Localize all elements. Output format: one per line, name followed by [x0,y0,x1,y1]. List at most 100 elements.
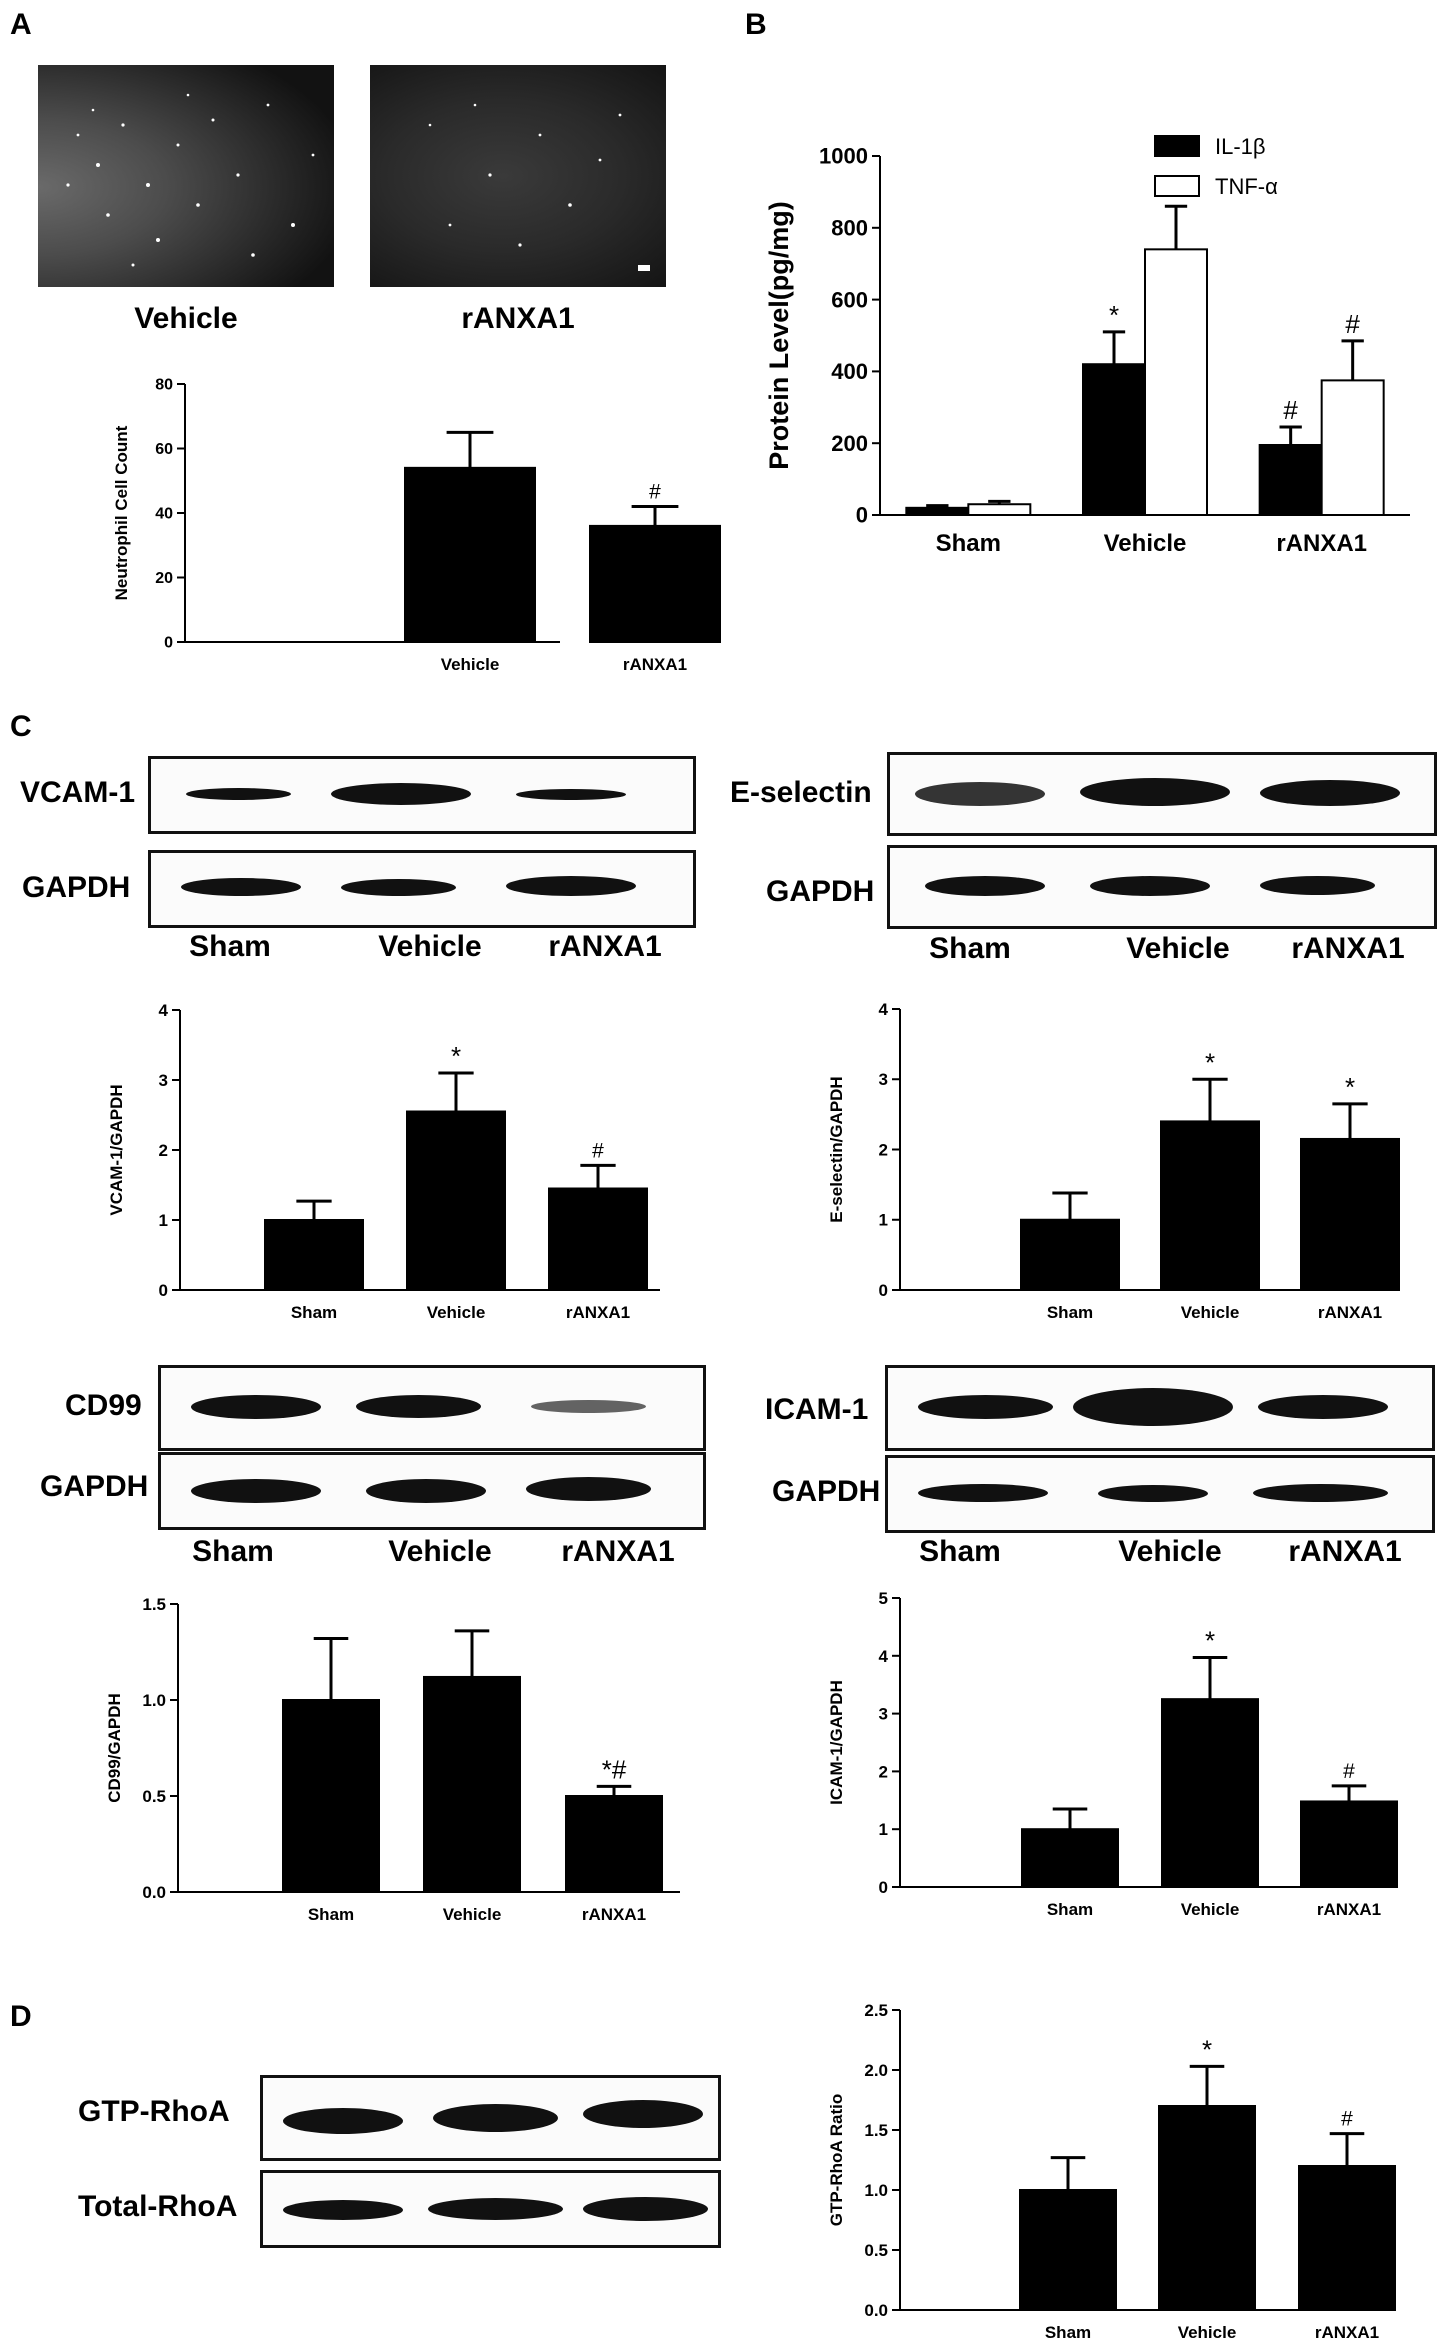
lane-label: Sham [929,932,1011,965]
y-tick-label: 2.0 [864,2061,888,2080]
bar [1300,1800,1398,1888]
significance-marker: * [1202,2034,1212,2064]
bar [1158,2105,1256,2311]
significance-marker: # [649,481,661,504]
x-tick-label: rANXA1 [1276,530,1367,557]
micrograph-vehicle-label: Vehicle [134,302,238,335]
x-tick-label: Sham [936,530,1001,557]
x-tick-label: Vehicle [427,1303,486,1322]
blot-label-total-rhoa: Total-RhoA [78,2190,238,2223]
chart-cd99-gapdh: 0.0 0.5 1.0 1.5 CD99/GAPDH Sham Vehicle *# rANXA… [105,1595,680,1924]
panel-label-a: A [10,8,32,41]
y-tick-label: 3 [879,1705,888,1724]
blot-total-rhoa [260,2170,721,2248]
y-tick-label: 60 [155,441,173,458]
significance-marker: # [1345,309,1360,339]
x-tick-label: Vehicle [1178,2323,1237,2342]
bar [548,1187,648,1291]
blot-gtp-rhoa [260,2075,721,2161]
y-tick-label: 0.0 [142,1883,166,1902]
bar [406,1110,506,1291]
y-axis-title: CD99/GAPDH [105,1693,124,1803]
lane-label: Vehicle [1126,932,1230,965]
y-tick-label: 0 [879,1281,888,1300]
y-axis-title: E-selectin/GAPDH [827,1076,846,1222]
bar [589,524,721,643]
bar [404,466,536,643]
lane-label: rANXA1 [561,1535,675,1568]
x-tick-label: Vehicle [443,1905,502,1924]
y-tick-label: 1 [159,1211,168,1230]
lane-label: rANXA1 [1291,932,1405,965]
significance-marker: * [451,1041,461,1071]
chart-vcam-gapdh: 0 1 2 3 4 VCAM-1/GAPDH Sham * Vehicle # rANXA1 [107,1001,660,1322]
chart-eselectin-gapdh: 0 1 2 3 4 E-selectin/GAPDH Sham * Vehicle * rANXA1 [827,1000,1400,1322]
x-tick-label: Vehicle [441,655,500,674]
x-tick-label: Vehicle [1104,530,1187,557]
bar [1021,1828,1119,1888]
bar [1161,1698,1259,1889]
x-tick-label: Sham [308,1905,354,1924]
y-tick-label: 5 [879,1589,888,1608]
y-tick-label: 400 [831,359,868,384]
lane-label: Vehicle [388,1535,492,1568]
y-tick-label: 80 [155,377,173,394]
micrograph-ranxa1 [370,65,666,287]
y-tick-label: 1 [879,1211,888,1230]
y-tick-label: 2 [159,1141,168,1160]
bar [264,1219,364,1291]
y-tick-label: 2 [879,1762,888,1781]
x-tick-label: Sham [1047,1900,1093,1919]
significance-marker: # [592,1139,604,1162]
y-tick-label: 2 [879,1140,888,1159]
y-tick-label: 1.5 [864,2121,888,2140]
blot-label-vcam: VCAM-1 [20,776,136,809]
y-tick-label: 0 [159,1281,168,1300]
y-tick-label: 0 [879,1878,888,1897]
blot-cd99-gapdh [158,1452,706,1530]
significance-marker: # [1341,2108,1353,2131]
micrograph-ranxa1-label: rANXA1 [461,302,575,335]
y-tick-label: 3 [159,1071,168,1090]
panel-label-d: D [10,2000,32,2033]
x-tick-label: rANXA1 [582,1905,646,1924]
chart-neutrophil-count: 0 20 40 60 80 Neutrophil Cell Count Vehicle # rA… [112,377,721,674]
lane-label: Vehicle [378,930,482,963]
y-tick-label: 1.0 [864,2181,888,2200]
bar [905,506,970,517]
blot-label-vcam-gapdh: GAPDH [22,871,131,904]
y-axis-title: Protein Level(pg/mg) [764,201,794,470]
y-tick-label: 1 [879,1820,888,1839]
x-tick-label: rANXA1 [1315,2323,1379,2342]
x-tick-label: rANXA1 [623,655,687,674]
y-tick-label: 3 [879,1070,888,1089]
blot-eselectin [887,752,1437,836]
panel-label-c: C [10,710,32,743]
bar [1320,379,1385,516]
bar [1020,1218,1120,1291]
blot-cd99 [158,1365,706,1451]
y-tick-label: 20 [155,570,173,587]
x-tick-label: Sham [1045,2323,1091,2342]
y-tick-label: 4 [159,1001,169,1020]
blot-eselectin-gapdh [887,845,1437,929]
blot-vcam [148,756,696,834]
legend-label: TNF-α [1215,174,1278,199]
blot-label-eselectin-gapdh: GAPDH [766,875,875,908]
y-tick-label: 200 [831,431,868,456]
blot-vcam-gapdh [148,850,696,928]
lane-label: rANXA1 [548,930,662,963]
y-tick-label: 0 [164,635,173,652]
lane-label: Sham [189,930,271,963]
micrograph-ranxa1-speckle [428,103,650,271]
lane-label: rANXA1 [1288,1535,1402,1568]
y-tick-label: 0.0 [864,2301,888,2320]
blot-label-icam-gapdh: GAPDH [772,1475,881,1508]
y-axis-title: VCAM-1/GAPDH [107,1084,126,1215]
blot-icam-gapdh [885,1455,1435,1533]
micrograph-vehicle [38,65,334,287]
legend-swatch [1154,135,1200,157]
y-tick-label: 800 [831,216,868,241]
x-tick-label: Vehicle [1181,1303,1240,1322]
chart-icam-gapdh: 0 1 2 3 4 5 ICAM-1/GAPDH Sham * Vehicle # rANXA1 [827,1589,1398,1919]
